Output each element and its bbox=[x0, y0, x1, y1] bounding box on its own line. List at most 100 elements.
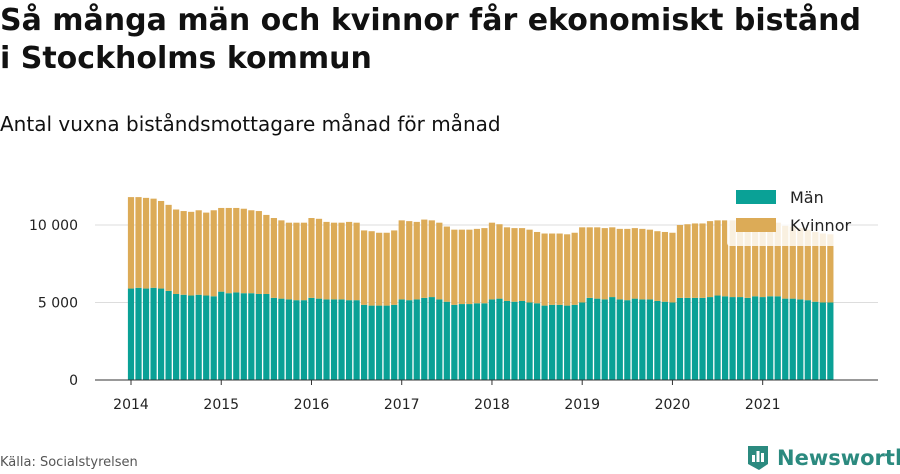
legend-label: Kvinnor bbox=[790, 216, 851, 235]
bar-man bbox=[714, 295, 721, 380]
bar-kvinnor bbox=[315, 218, 323, 299]
bar-kvinnor bbox=[549, 233, 556, 305]
bar-man bbox=[173, 293, 180, 380]
x-tick-label: 2016 bbox=[294, 397, 330, 413]
bar-kvinnor bbox=[127, 197, 135, 289]
bar-kvinnor bbox=[308, 218, 315, 298]
bar-kvinnor bbox=[173, 209, 180, 294]
bar-man bbox=[616, 299, 623, 380]
bar-man bbox=[737, 297, 744, 380]
bar-kvinnor bbox=[436, 222, 443, 300]
bar-kvinnor bbox=[729, 220, 736, 298]
bar-man bbox=[601, 299, 608, 380]
bar-man bbox=[406, 300, 413, 380]
bar-man bbox=[180, 294, 187, 380]
brand-name: Newsworthy bbox=[777, 446, 900, 470]
bar-man bbox=[263, 293, 270, 380]
y-tick-label: 0 bbox=[69, 373, 78, 389]
bar-man bbox=[248, 293, 255, 380]
bar-man bbox=[526, 302, 533, 380]
bar-kvinnor bbox=[270, 218, 277, 298]
bar-kvinnor bbox=[150, 198, 157, 288]
bar-kvinnor bbox=[684, 224, 691, 298]
source-note: Källa: Socialstyrelsen bbox=[0, 455, 138, 470]
bar-kvinnor bbox=[458, 229, 465, 305]
legend-swatch bbox=[736, 218, 776, 232]
bar-man bbox=[368, 305, 375, 380]
bar-man bbox=[150, 287, 157, 380]
bar-man bbox=[684, 297, 691, 380]
bar-kvinnor bbox=[767, 221, 774, 297]
bar-kvinnor bbox=[564, 234, 571, 306]
bar-man bbox=[609, 297, 616, 380]
bar-man bbox=[203, 295, 210, 380]
bar-man bbox=[383, 305, 390, 380]
bar-man bbox=[353, 300, 360, 380]
bar-man bbox=[142, 288, 150, 380]
bar-kvinnor bbox=[353, 222, 360, 301]
bar-man bbox=[804, 300, 811, 380]
bar-kvinnor bbox=[376, 232, 383, 306]
bar-man bbox=[240, 293, 247, 380]
bar-kvinnor bbox=[391, 230, 398, 305]
bar-kvinnor bbox=[330, 222, 338, 300]
bar-kvinnor bbox=[669, 232, 676, 303]
x-tick-label: 2019 bbox=[564, 397, 600, 413]
bar-kvinnor bbox=[819, 233, 826, 303]
bar-man bbox=[428, 297, 435, 380]
bar-kvinnor bbox=[481, 228, 488, 304]
bar-kvinnor bbox=[594, 227, 601, 299]
bar-kvinnor bbox=[759, 221, 766, 298]
bar-man bbox=[654, 300, 661, 380]
bar-kvinnor bbox=[398, 220, 405, 300]
bar-kvinnor bbox=[654, 231, 661, 301]
bar-kvinnor bbox=[586, 227, 593, 298]
bar-man bbox=[481, 303, 488, 380]
bar-man bbox=[797, 299, 804, 380]
bar-kvinnor bbox=[135, 197, 142, 288]
bar-kvinnor bbox=[383, 232, 390, 306]
bar-kvinnor bbox=[706, 221, 714, 298]
bar-man bbox=[376, 305, 383, 380]
bar-man bbox=[278, 298, 285, 380]
bar-man bbox=[721, 296, 729, 380]
bar-man bbox=[759, 297, 766, 380]
bar-man bbox=[413, 299, 420, 380]
bar-kvinnor bbox=[661, 231, 669, 302]
bar-kvinnor bbox=[744, 221, 751, 298]
bar-kvinnor bbox=[466, 229, 473, 305]
legend-label: Män bbox=[790, 188, 824, 207]
bar-man bbox=[308, 297, 315, 380]
bar-man bbox=[210, 296, 217, 380]
bar-kvinnor bbox=[278, 220, 285, 299]
bar-man bbox=[819, 302, 826, 380]
bar-man bbox=[669, 302, 676, 380]
bar-man bbox=[706, 297, 714, 380]
bar-man bbox=[518, 300, 526, 380]
bar-man bbox=[135, 287, 142, 380]
bar-kvinnor bbox=[827, 234, 834, 303]
bar-man bbox=[391, 304, 398, 380]
bar-man bbox=[827, 302, 834, 380]
bar-kvinnor bbox=[797, 228, 804, 300]
bar-man bbox=[556, 304, 563, 380]
bar-kvinnor bbox=[473, 228, 481, 304]
bar-man bbox=[255, 293, 262, 380]
chart-title: Så många män och kvinnor får ekonomiskt … bbox=[0, 3, 861, 76]
bar-man bbox=[699, 297, 706, 380]
bar-kvinnor bbox=[263, 214, 270, 294]
bar-kvinnor bbox=[511, 228, 518, 302]
bar-man bbox=[398, 299, 405, 380]
bar-man bbox=[488, 299, 496, 380]
bar-kvinnor bbox=[601, 228, 608, 300]
bar-kvinnor bbox=[368, 231, 375, 306]
bar-man bbox=[165, 290, 172, 380]
bar-kvinnor bbox=[233, 207, 240, 293]
legend: Män Kvinnor bbox=[727, 182, 851, 246]
bar-kvinnor bbox=[646, 229, 653, 300]
bar-kvinnor bbox=[691, 223, 699, 298]
bar-kvinnor bbox=[361, 230, 368, 305]
newsworthy-logo-icon bbox=[748, 446, 768, 470]
bar-kvinnor bbox=[451, 229, 458, 305]
